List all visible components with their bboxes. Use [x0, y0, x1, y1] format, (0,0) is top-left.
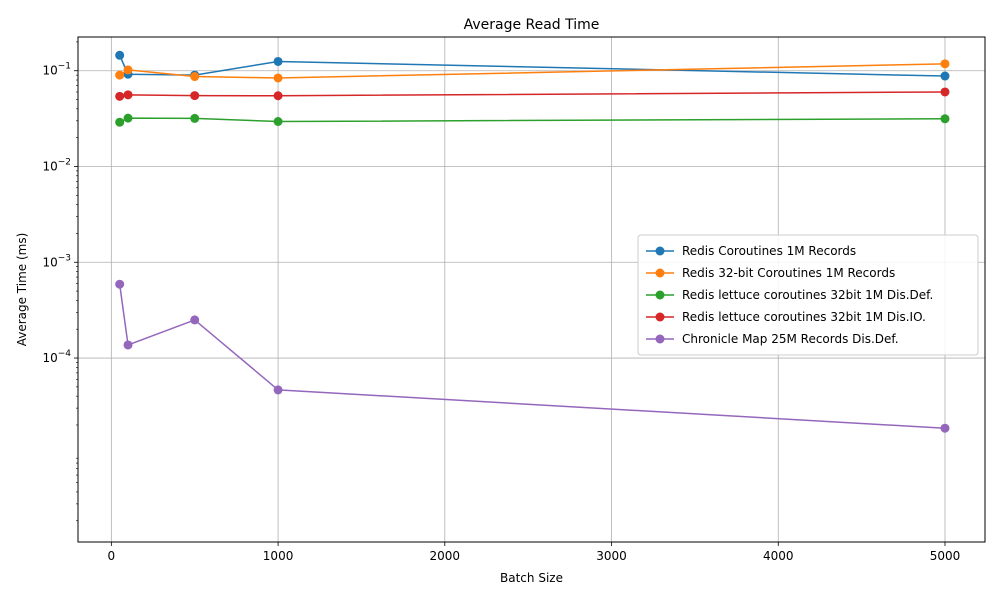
data-point — [940, 114, 950, 124]
data-point — [123, 340, 133, 350]
y-tick-base: 10 — [42, 255, 57, 269]
legend-label: Redis lettuce coroutines 32bit 1M Dis.De… — [682, 288, 933, 302]
y-tick-base: 10 — [42, 351, 57, 365]
data-point — [273, 91, 283, 101]
series-line — [119, 117, 945, 123]
y-tick-exponent: −4 — [58, 349, 72, 359]
data-point — [123, 65, 133, 75]
data-point — [940, 87, 950, 97]
y-axis-ticks: 10−110−210−310−4 — [42, 41, 78, 522]
data-point — [190, 91, 200, 101]
legend-item: Redis 32-bit Coroutines 1M Records — [646, 266, 895, 280]
chart-title: Average Read Time — [464, 17, 600, 33]
legend-item: Redis lettuce coroutines 32bit 1M Dis.IO… — [646, 310, 926, 324]
legend-swatch-marker — [655, 334, 665, 344]
data-point — [273, 73, 283, 83]
y-tick-exponent: −2 — [58, 157, 71, 167]
series-3 — [115, 113, 950, 127]
x-tick-label: 2000 — [430, 549, 461, 563]
y-tick-exponent: −1 — [58, 62, 71, 72]
y-tick-label: 10−1 — [42, 62, 71, 78]
data-point — [273, 385, 283, 395]
x-tick-label: 0 — [108, 549, 116, 563]
series-5 — [115, 279, 950, 433]
data-point — [273, 56, 283, 66]
y-tick-base: 10 — [42, 159, 57, 173]
legend-box — [637, 234, 979, 356]
data-point — [940, 59, 950, 69]
y-tick-base: 10 — [42, 64, 57, 78]
series-4 — [115, 87, 950, 101]
legend-label: Redis Coroutines 1M Records — [682, 244, 856, 258]
data-point — [115, 279, 125, 289]
x-tick-label: 4000 — [763, 549, 794, 563]
data-point — [115, 70, 125, 80]
data-point — [123, 113, 133, 123]
series-2 — [115, 59, 950, 83]
legend-swatch-marker — [655, 290, 665, 300]
data-point — [190, 72, 200, 82]
legend-item: Redis Coroutines 1M Records — [646, 244, 856, 258]
data-point — [123, 90, 133, 100]
x-tick-label: 3000 — [596, 549, 627, 563]
data-point — [940, 71, 950, 81]
legend-item: Chronicle Map 25M Records Dis.Def. — [646, 332, 899, 346]
legend-label: Chronicle Map 25M Records Dis.Def. — [682, 332, 899, 346]
x-tick-label: 1000 — [263, 549, 294, 563]
legend: Redis Coroutines 1M Records Redis 32-bit … — [637, 234, 979, 356]
data-point — [115, 117, 125, 127]
legend-label: Redis lettuce coroutines 32bit 1M Dis.IO… — [682, 310, 926, 324]
x-axis-ticks: 0 1000 2000 3000 4000 5000 — [108, 542, 961, 563]
series-line — [119, 91, 945, 98]
data-point — [190, 113, 200, 123]
y-tick-label: 10−2 — [42, 157, 71, 173]
data-point — [190, 315, 200, 325]
y-tick-label: 10−4 — [42, 349, 71, 365]
plot-frame — [77, 36, 986, 543]
legend-swatch-marker — [655, 268, 665, 278]
y-tick-label: 10−3 — [42, 253, 71, 269]
legend-swatch-marker — [655, 312, 665, 322]
x-axis-label: Batch Size — [500, 571, 563, 585]
data-point — [115, 50, 125, 60]
x-tick-label: 5000 — [930, 549, 961, 563]
data-point — [273, 117, 283, 127]
legend-item: Redis lettuce coroutines 32bit 1M Dis.De… — [646, 288, 933, 302]
series-layer — [115, 50, 950, 433]
legend-label: Redis 32-bit Coroutines 1M Records — [682, 266, 895, 280]
legend-swatch-marker — [655, 246, 665, 256]
y-axis-label: Average Time (ms) — [15, 233, 29, 347]
data-point — [115, 91, 125, 101]
y-tick-exponent: −3 — [58, 253, 71, 263]
data-point — [940, 423, 950, 433]
